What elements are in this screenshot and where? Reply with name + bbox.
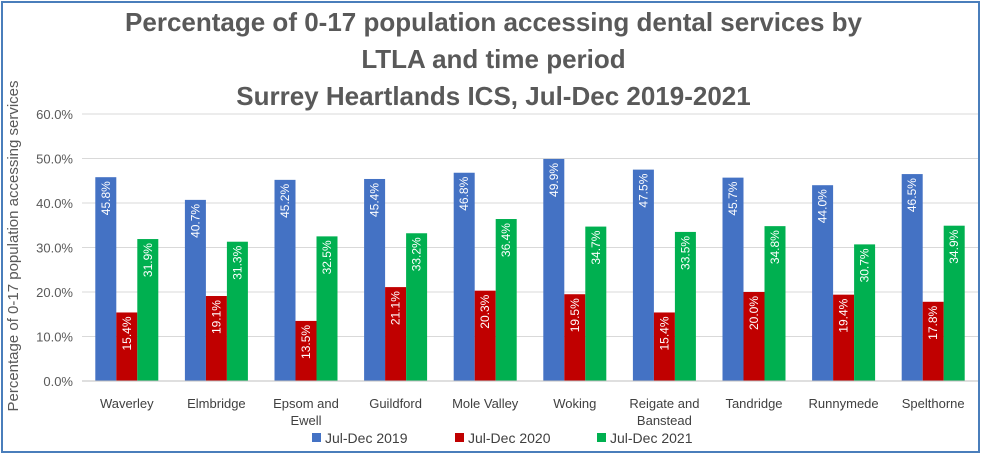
title-line-3: Surrey Heartlands ICS, Jul-Dec 2019-2021 (236, 81, 751, 111)
y-tick-label: 60.0% (36, 107, 73, 122)
legend: Jul-Dec 2019 Jul-Dec 2020 Jul-Dec 2021 (312, 430, 693, 446)
bar (943, 225, 965, 381)
data-label: 46.8% (457, 176, 471, 210)
x-tick-label: Mole Valley (452, 396, 519, 411)
bar (833, 294, 855, 381)
data-label: 17.8% (926, 305, 940, 339)
bar (854, 244, 876, 381)
bar (364, 178, 386, 381)
x-tick-label: Epsom and (273, 396, 339, 411)
bar (295, 320, 317, 381)
data-label: 19.4% (837, 298, 851, 332)
data-label: 30.7% (858, 248, 872, 282)
data-label: 34.7% (589, 230, 603, 264)
x-tick-label: Guildford (369, 396, 422, 411)
data-label: 45.2% (278, 184, 292, 218)
y-tick-label: 20.0% (36, 285, 73, 300)
data-label: 31.3% (230, 245, 244, 279)
data-label: 45.4% (368, 183, 382, 217)
bar (137, 239, 159, 381)
data-label: 47.5% (636, 173, 650, 207)
data-label: 33.5% (678, 236, 692, 270)
legend-swatch (597, 433, 606, 442)
x-tick-label: Tandridge (725, 396, 782, 411)
x-tick-label: Woking (553, 396, 596, 411)
bar (453, 172, 475, 381)
legend-label: Jul-Dec 2019 (325, 430, 408, 446)
x-tick-label: Reigate and (629, 396, 699, 411)
x-tick-label: Ewell (290, 413, 321, 428)
bar (316, 236, 338, 381)
bar (226, 241, 248, 381)
bar (205, 296, 227, 381)
data-label: 19.1% (209, 300, 223, 334)
data-label: 33.2% (410, 237, 424, 271)
x-tick-label: Spelthorne (902, 396, 965, 411)
data-label: 46.5% (905, 178, 919, 212)
data-label: 36.4% (499, 223, 513, 257)
data-label: 31.9% (141, 243, 155, 277)
y-tick-label: 30.0% (36, 241, 73, 256)
title-line-2: LTLA and time period (361, 44, 626, 74)
bar (495, 219, 517, 381)
bar (543, 158, 565, 381)
title-line-1: Percentage of 0-17 population accessing … (125, 7, 862, 37)
bar (274, 179, 296, 381)
legend-swatch (455, 433, 464, 442)
bar (116, 312, 138, 381)
bar (674, 231, 696, 381)
bar (95, 177, 117, 381)
bar (385, 287, 407, 381)
bar (585, 226, 607, 381)
data-label: 49.9% (547, 163, 561, 197)
y-tick-label: 40.0% (36, 196, 73, 211)
bar (764, 226, 786, 381)
x-tick-label: Waverley (100, 396, 154, 411)
data-label: 20.0% (747, 296, 761, 330)
data-label: 15.4% (120, 316, 134, 350)
legend-label: Jul-Dec 2021 (610, 430, 693, 446)
data-label: 45.7% (726, 181, 740, 215)
bar (812, 185, 834, 381)
axes: 0.0% 10.0% 20.0% 30.0% 40.0% 50.0% 60.0% Waverl… (36, 107, 978, 428)
legend-label: Jul-Dec 2020 (468, 430, 551, 446)
x-tick-label: Banstead (637, 413, 692, 428)
data-labels: 45.8% 15.4% 31.9% 40.7% 19.1% 31.3% 45.2% 13.5%… (99, 163, 961, 359)
data-label: 45.8% (99, 181, 113, 215)
bar (653, 312, 675, 381)
bar (632, 169, 654, 381)
data-label: 32.5% (320, 240, 334, 274)
y-tick-label: 10.0% (36, 330, 73, 345)
chart-title: Percentage of 0-17 population accessing … (0, 4, 987, 115)
bar (722, 177, 744, 381)
bar (743, 292, 765, 381)
bar (901, 174, 923, 381)
bar (564, 294, 586, 381)
y-tick-label: 50.0% (36, 152, 73, 167)
bar (474, 290, 496, 381)
bar (922, 301, 944, 381)
data-label: 21.1% (389, 291, 403, 325)
bars (95, 158, 965, 381)
x-tick-label: Elmbridge (187, 396, 246, 411)
data-label: 34.8% (768, 230, 782, 264)
data-label: 20.3% (478, 294, 492, 328)
data-label: 44.0% (816, 189, 830, 223)
data-label: 19.5% (568, 298, 582, 332)
data-label: 40.7% (188, 204, 202, 238)
legend-swatch (312, 433, 321, 442)
data-label: 15.4% (657, 316, 671, 350)
y-axis-title: Percentage of 0-17 population accessing … (5, 80, 22, 411)
y-tick-label: 0.0% (43, 374, 73, 389)
data-label: 13.5% (299, 325, 313, 359)
bar (406, 233, 428, 381)
data-label: 34.9% (947, 229, 961, 263)
x-tick-label: Runnymede (809, 396, 879, 411)
bar (184, 199, 206, 381)
